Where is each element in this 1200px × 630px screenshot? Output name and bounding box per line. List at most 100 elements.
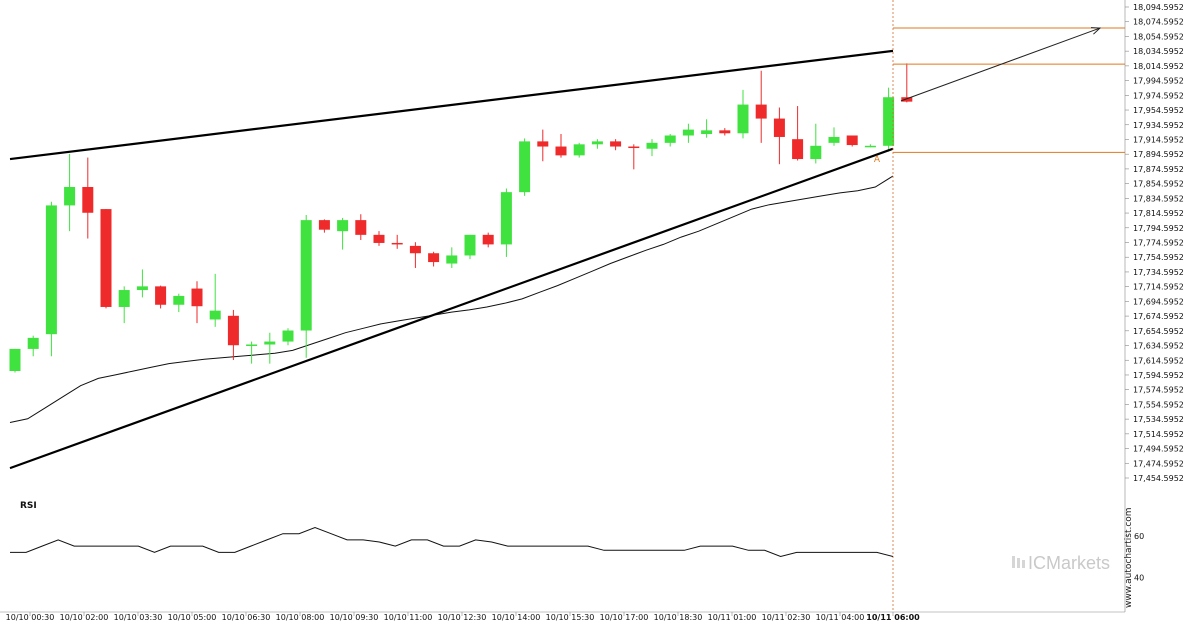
support-trendline xyxy=(9,147,894,470)
candle xyxy=(282,328,294,346)
x-tick-label: 10/10 08:00 xyxy=(276,613,325,622)
y-tick-label: 17,554.5952 xyxy=(1133,400,1184,409)
candle-body xyxy=(428,253,440,263)
moving-average-path xyxy=(9,175,894,423)
y-tick-label: 17,454.5952 xyxy=(1133,474,1184,483)
candle-body xyxy=(500,192,512,245)
candle-body xyxy=(64,187,76,206)
y-tick-label: 17,574.5952 xyxy=(1133,386,1184,395)
x-tick-label: 10/10 12:30 xyxy=(438,613,487,622)
candle xyxy=(682,123,694,143)
y-tick-label: 17,834.5952 xyxy=(1133,194,1184,203)
candle-body xyxy=(664,135,676,143)
y-tick-label: 17,994.5952 xyxy=(1133,77,1184,86)
candle xyxy=(500,188,512,257)
candle-body xyxy=(555,146,567,156)
y-tick-label: 18,034.5952 xyxy=(1133,47,1184,56)
candle-body xyxy=(82,187,94,213)
x-tick-label: 10/10 14:00 xyxy=(492,613,541,622)
candle xyxy=(846,135,858,147)
candle xyxy=(701,119,713,138)
x-tick-label: 10/10 09:30 xyxy=(330,613,379,622)
candle xyxy=(118,286,130,324)
candle-body xyxy=(27,337,39,349)
candle-body xyxy=(155,286,167,305)
candle-body xyxy=(519,141,531,193)
x-tick-label: 10/10 17:00 xyxy=(600,613,649,622)
candle-body xyxy=(737,104,749,134)
candle xyxy=(864,144,876,148)
candle-body xyxy=(209,310,221,320)
x-tick-label: 10/11 01:00 xyxy=(708,613,757,622)
y-tick-label: 17,654.5952 xyxy=(1133,327,1184,336)
forecast-arrow-line xyxy=(900,27,1101,102)
candle xyxy=(737,89,749,139)
rsi-tick-label: 40 xyxy=(1134,573,1144,582)
x-tick-label: 10/10 15:30 xyxy=(546,613,595,622)
candle xyxy=(64,153,76,232)
y-tick-label: 17,514.5952 xyxy=(1133,430,1184,439)
x-tick-label: 10/10 03:30 xyxy=(114,613,163,622)
candle xyxy=(27,335,39,357)
candle-body xyxy=(391,242,403,245)
candle-body xyxy=(464,234,476,256)
candle-body xyxy=(191,288,203,307)
candle xyxy=(519,138,531,196)
candle xyxy=(646,139,658,157)
candle xyxy=(555,134,567,158)
rsi-panel: 60 40 xyxy=(10,526,1144,582)
candle-body xyxy=(773,118,785,137)
candle-body xyxy=(227,315,239,346)
forecast-levels: A xyxy=(874,0,1125,612)
y-tick-label: 17,494.5952 xyxy=(1133,445,1184,454)
y-tick-label: 17,674.5952 xyxy=(1133,312,1184,321)
y-tick-label: 17,914.5952 xyxy=(1133,135,1184,144)
y-tick-label: 17,794.5952 xyxy=(1133,224,1184,233)
candle-body xyxy=(373,234,385,243)
candle xyxy=(246,341,258,364)
candle xyxy=(155,285,167,309)
candle xyxy=(227,309,239,360)
candle xyxy=(755,70,767,143)
candle xyxy=(100,209,112,309)
candle xyxy=(391,234,403,249)
y-tick-label: 17,474.5952 xyxy=(1133,459,1184,468)
candle-body xyxy=(537,141,549,147)
pattern-point-marker: A xyxy=(874,155,881,165)
candle-body xyxy=(573,144,585,156)
candle-body xyxy=(246,344,258,346)
rsi-line xyxy=(10,526,894,558)
y-tick-label: 17,894.5952 xyxy=(1133,150,1184,159)
candle-body xyxy=(628,146,640,149)
candle-body xyxy=(9,348,21,371)
candle xyxy=(337,217,349,250)
candle xyxy=(591,139,603,149)
candle-body xyxy=(118,290,130,307)
candle xyxy=(409,242,421,268)
candle xyxy=(810,123,822,164)
candle-body xyxy=(100,209,112,307)
y-tick-label: 18,054.5952 xyxy=(1133,32,1184,41)
candle xyxy=(537,129,549,162)
y-tick-label: 17,854.5952 xyxy=(1133,180,1184,189)
candle-body xyxy=(864,145,876,148)
candle xyxy=(610,139,622,151)
source-watermark: www.autochartist.com xyxy=(1124,507,1134,608)
candle xyxy=(573,142,585,158)
y-tick-label: 17,614.5952 xyxy=(1133,356,1184,365)
candle xyxy=(792,106,804,161)
candle-body xyxy=(355,220,367,235)
candle xyxy=(901,63,913,103)
x-tick-label: 10/10 18:30 xyxy=(654,613,703,622)
candle-body xyxy=(810,145,822,160)
candle xyxy=(82,157,94,239)
candle-body xyxy=(828,136,840,143)
y-tick-label: 17,934.5952 xyxy=(1133,121,1184,130)
candle xyxy=(446,247,458,268)
candle xyxy=(428,251,440,267)
candle-body xyxy=(755,104,767,119)
candle-body xyxy=(701,130,713,135)
candle xyxy=(628,144,640,170)
candle-body xyxy=(646,142,658,149)
